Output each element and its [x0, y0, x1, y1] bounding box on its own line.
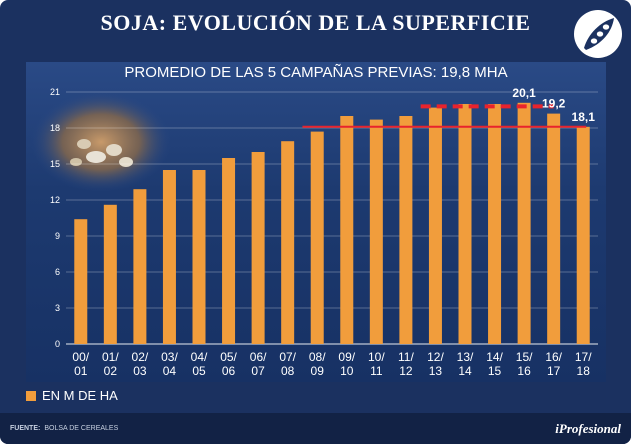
x-tick-label-bottom: 02: [104, 364, 118, 378]
x-tick-label-top: 03/: [161, 350, 178, 364]
y-tick-label: 21: [50, 87, 60, 97]
bar: [458, 104, 472, 344]
bar: [428, 107, 442, 344]
x-tick-label-bottom: 01: [74, 364, 88, 378]
source-label: FUENTE:: [10, 425, 41, 432]
x-tick-label-top: 01/: [102, 350, 119, 364]
bar: [162, 170, 176, 344]
chart-subtitle: PROMEDIO DE LAS 5 CAMPAÑAS PREVIAS: 19,8…: [124, 64, 508, 81]
soybean-photo: [31, 92, 171, 192]
x-tick-label-top: 13/: [457, 350, 474, 364]
x-tick-label-bottom: 18: [577, 364, 591, 378]
x-tick-label-bottom: 15: [488, 364, 502, 378]
bar: [192, 170, 206, 344]
y-tick-label: 3: [55, 303, 60, 313]
footer: FUENTE: BOLSA DE CEREALES iProfesional: [0, 413, 631, 444]
y-tick-label: 12: [50, 195, 60, 205]
x-tick-label-bottom: 17: [547, 364, 561, 378]
bar: [310, 131, 324, 344]
bar: [547, 113, 561, 344]
source-credit: FUENTE: BOLSA DE CEREALES: [10, 425, 118, 432]
data-label: 19,2: [542, 97, 566, 111]
data-label: 20,1: [512, 86, 536, 100]
x-tick-label-top: 12/: [427, 350, 444, 364]
bar: [576, 126, 590, 344]
x-tick-label-top: 02/: [132, 350, 149, 364]
x-tick-label-top: 14/: [486, 350, 503, 364]
bar: [251, 152, 265, 344]
legend-swatch: [26, 390, 36, 401]
x-tick-label-top: 08/: [309, 350, 326, 364]
x-tick-label-top: 04/: [191, 350, 208, 364]
bar: [517, 102, 531, 344]
bar: [340, 116, 354, 344]
y-tick-label: 6: [55, 267, 60, 277]
x-tick-label-bottom: 11: [370, 364, 383, 378]
bar: [103, 204, 117, 344]
y-tick-label: 0: [55, 339, 60, 349]
data-label: 18,1: [572, 110, 596, 124]
source-value: BOLSA DE CEREALES: [44, 425, 119, 432]
bar: [222, 158, 236, 344]
x-tick-label-top: 07/: [279, 350, 296, 364]
x-tick-label-bottom: 05: [192, 364, 206, 378]
y-tick-label: 18: [50, 123, 60, 133]
bar: [74, 219, 88, 344]
x-tick-label-bottom: 04: [163, 364, 177, 378]
x-tick-label-top: 09/: [338, 350, 355, 364]
x-tick-label-bottom: 14: [458, 364, 472, 378]
x-tick-label-top: 16/: [545, 350, 562, 364]
y-tick-label: 9: [55, 231, 60, 241]
x-tick-label-bottom: 12: [399, 364, 413, 378]
x-tick-label-bottom: 16: [517, 364, 531, 378]
bar: [133, 189, 147, 344]
bar: [281, 141, 295, 344]
x-tick-label-top: 10/: [368, 350, 385, 364]
x-tick-label-top: 06/: [250, 350, 267, 364]
x-tick-label-top: 11/: [398, 350, 414, 364]
bar: [488, 104, 502, 344]
page-title: SOJA: EVOLUCIÓN DE LA SUPERFICIE: [100, 10, 531, 35]
legend-label: EN M DE HA: [42, 388, 118, 403]
x-tick-label-bottom: 10: [340, 364, 354, 378]
chart-panel: 0 3 6 9 12 15 18 21 20,1 19,2 18,1 00/01 01/02 02/0…: [26, 62, 606, 382]
bar: [369, 119, 383, 344]
soybean-pod-icon: [574, 10, 622, 58]
x-tick-label-top: 00/: [72, 350, 89, 364]
brand-logo: iProfesional: [555, 421, 621, 436]
legend: EN M DE HA: [26, 388, 118, 403]
x-tick-label-bottom: 08: [281, 364, 295, 378]
x-tick-label-bottom: 09: [311, 364, 325, 378]
y-tick-label: 15: [50, 159, 60, 169]
bar: [399, 116, 413, 344]
x-tick-label-bottom: 13: [429, 364, 443, 378]
x-tick-label-top: 15/: [516, 350, 533, 364]
x-tick-label-bottom: 06: [222, 364, 236, 378]
x-tick-label-bottom: 03: [133, 364, 147, 378]
x-tick-label-top: 05/: [220, 350, 237, 364]
x-tick-label-bottom: 07: [251, 364, 265, 378]
x-tick-label-top: 17/: [575, 350, 592, 364]
